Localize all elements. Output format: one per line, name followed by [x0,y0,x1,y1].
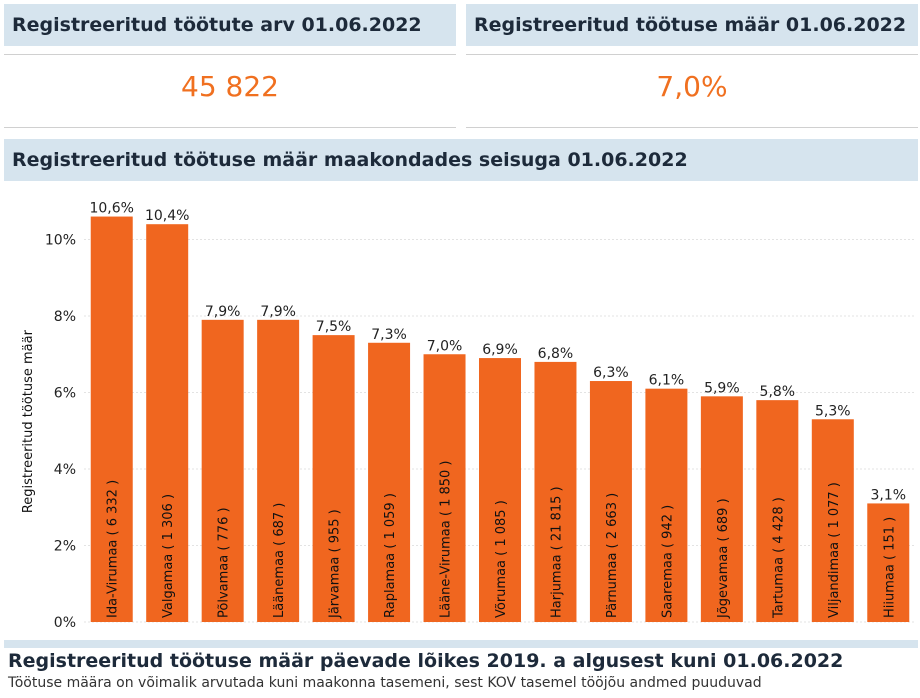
bar [589,381,632,622]
bar [312,335,355,622]
bar [867,503,910,622]
bar [479,358,521,622]
y-tick-label: 8% [54,309,76,325]
unemployment-rate-title: Registreeritud töötuse määr 01.06.2022 [466,4,918,46]
bar [534,361,577,622]
bar-category-label: Ida-Virumaa ( 6 332 ) [106,480,121,618]
bar-category-label: Pärnumaa ( 2 663 ) [605,493,620,618]
daily-rate-section-note: Töötuse määra on võimalik arvutada kuni … [8,675,762,691]
bar-category-label: Valgamaa ( 1 306 ) [161,494,176,618]
county-chart-title: Registreeritud töötuse määr maakondades … [4,139,918,181]
daily-rate-section-title: Registreeritud töötuse määr päevade lõik… [8,650,844,672]
bar-value-label: 7,3% [371,327,407,343]
kpi-divider-left [4,54,456,55]
bar-value-label: 5,3% [815,403,851,419]
bar [201,319,244,622]
bar-value-label: 6,3% [593,365,629,381]
bar [368,342,411,622]
bar-value-label: 5,8% [760,384,796,400]
county-unemployment-bar-chart: 0% 2% 4% 6% 8% 10% Registreeritud töötuse määr… [21,201,916,631]
bar-category-label: Jõgevamaa ( 689 ) [716,498,731,619]
unemployed-count-title: Registreeritud töötute arv 01.06.2022 [4,4,456,46]
y-tick-label: 6% [54,386,76,402]
bar-category-label: Tartumaa ( 4 428 ) [771,497,786,619]
y-tick-label: 10% [45,233,76,249]
bar [756,400,799,622]
bar-category-label: Läänemaa ( 687 ) [272,503,287,618]
bar-category-label: Saaremaa ( 942 ) [660,505,675,618]
bar-value-label: 7,9% [205,304,241,320]
footer-divider [4,640,918,648]
bar-value-label: 5,9% [704,380,740,396]
bar-category-label: Raplamaa ( 1 059 ) [383,493,398,618]
y-axis-label: Registreeritud töötuse määr [21,329,36,513]
y-tick-label: 2% [54,539,76,555]
kpi-bottom-divider-right [466,127,918,128]
unemployed-count-value: 45 822 [181,70,279,103]
bar [423,354,466,622]
bar-value-label: 3,1% [870,487,906,503]
kpi-bottom-divider-left [4,127,456,128]
bar [645,388,688,622]
bar-value-label: 7,0% [427,338,463,354]
bar [700,396,743,622]
bar-value-label: 7,9% [260,304,296,320]
bar-category-label: Lääne-Virumaa ( 1 850 ) [439,461,454,619]
bar-value-label: 10,6% [89,201,133,217]
kpi-divider-right [466,54,918,55]
unemployment-rate-value: 7,0% [656,70,728,103]
bar-value-label: 7,5% [316,319,352,335]
bar-category-label: Harjumaa ( 21 815 ) [549,486,564,618]
bar [90,216,133,623]
bar-category-label: Põlvamaa ( 776 ) [217,507,232,618]
bar [146,224,189,622]
y-tick-label: 4% [54,462,76,478]
bar-value-label: 6,1% [649,373,685,389]
bar-value-label: 6,8% [538,346,574,362]
bar-value-label: 10,4% [145,208,189,224]
bar [811,419,854,622]
bar-value-label: 6,9% [482,342,518,358]
bar [257,319,300,622]
bar-category-label: Võrumaa ( 1 085 ) [494,500,509,618]
bar-category-label: Järvamaa ( 955 ) [328,509,343,619]
y-tick-label: 0% [54,615,76,631]
bar-category-label: Viljandimaa ( 1 077 ) [827,482,842,618]
bar-category-label: Hiiumaa ( 151 ) [882,517,897,618]
